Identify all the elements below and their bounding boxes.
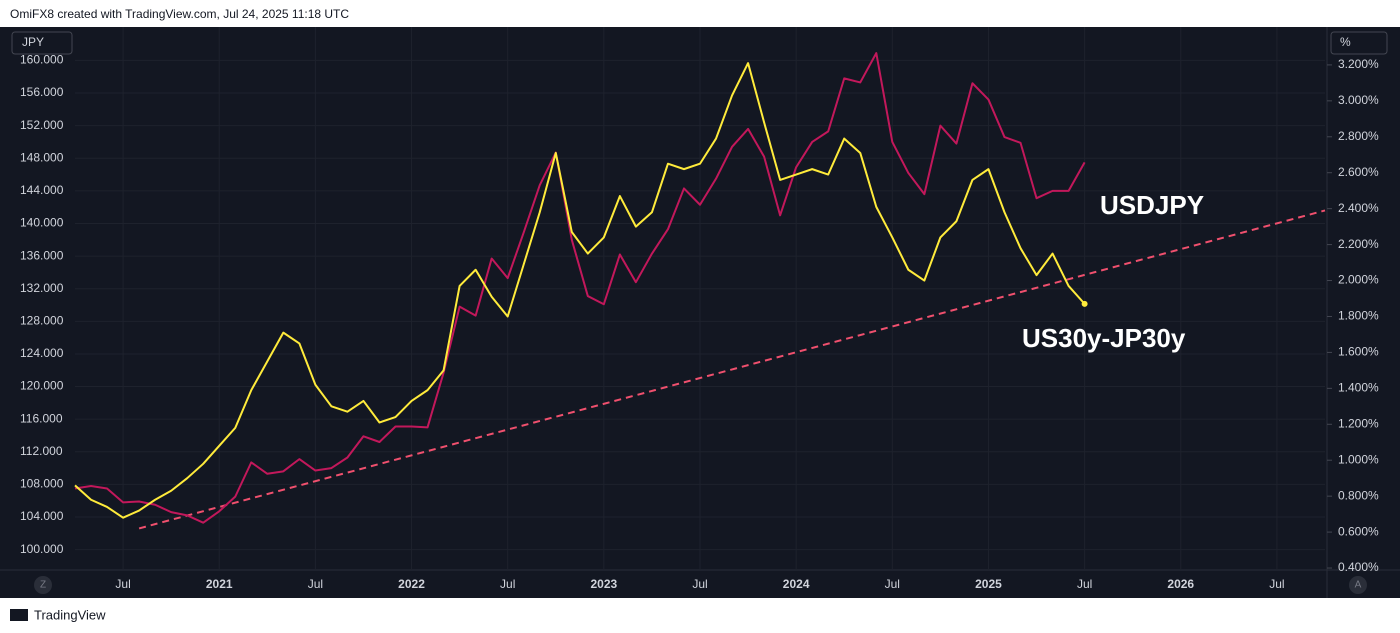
y-tick-label: 100.000 [20, 542, 64, 556]
x-tick-label: Jul [1269, 577, 1284, 591]
logo-icon [10, 609, 28, 621]
x-tick-label: Jul [115, 577, 130, 591]
y2-tick-label: 2.600% [1338, 165, 1379, 179]
x-tick-label: 2021 [206, 577, 233, 591]
y2-tick-label: 2.000% [1338, 273, 1379, 287]
plot: Jul 2021 Jul 2022 Jul 2023 Jul 2024 Jul 2025 Jul 20… [20, 27, 1379, 591]
y-tick-label: 116.000 [20, 411, 63, 425]
x-tick-label: Jul [308, 577, 323, 591]
x-tick-label: Jul [500, 577, 515, 591]
x-tick-label: 2026 [1167, 577, 1194, 591]
header: OmiFX8 created with TradingView.com, Jul… [10, 7, 349, 21]
y-tick-label: 144.000 [20, 183, 64, 197]
y2-tick-label: 1.600% [1338, 345, 1379, 359]
y-unit-badge [11, 31, 73, 55]
y2-tick-label: 0.600% [1338, 524, 1379, 538]
x-tick-label: 2025 [975, 577, 1002, 591]
y2-tick-label: 3.200% [1338, 57, 1379, 71]
y2-unit: % [1340, 35, 1351, 49]
end-dot [1081, 300, 1088, 307]
footer-logo: TradingView [34, 607, 106, 622]
y-tick-label: 156.000 [20, 85, 64, 99]
y2-tick-label: 1.200% [1338, 416, 1379, 430]
x-tick-label: Jul [692, 577, 707, 591]
y2-tick-label: 2.200% [1338, 237, 1379, 251]
button-z[interactable]: Z [40, 580, 46, 591]
series-line [74, 62, 1086, 519]
x-tick-label: Jul [885, 577, 900, 591]
y-unit: JPY [22, 35, 44, 49]
y-tick-label: 148.000 [20, 150, 64, 164]
button-bg[interactable] [1349, 576, 1367, 594]
y-tick-label: 112.000 [20, 444, 63, 458]
y-tick-label: 136.000 [20, 248, 64, 262]
x-tick-label: Jul [1077, 577, 1092, 591]
y2-tick-label: 1.000% [1338, 452, 1379, 466]
y-tick-label: 124.000 [20, 346, 64, 360]
y2-tick-label: 1.400% [1338, 381, 1379, 395]
button-bg[interactable] [34, 576, 52, 594]
series-line [74, 52, 1086, 524]
y2-tick-label: 3.000% [1338, 93, 1379, 107]
y-tick-label: 104.000 [20, 509, 64, 523]
y-tick-label: 160.000 [20, 53, 64, 67]
y-tick-label: 152.000 [20, 118, 64, 132]
y2-tick-label: 1.800% [1338, 309, 1379, 323]
x-tick-label: 2023 [590, 577, 617, 591]
y2-tick-label: 2.400% [1338, 201, 1379, 215]
y-tick-label: 128.000 [20, 314, 64, 328]
x-tick-label: 2022 [398, 577, 425, 591]
y-tick-label: 132.000 [20, 281, 64, 295]
y-tick-label: 120.000 [20, 379, 64, 393]
y-tick-label: 140.000 [20, 216, 64, 230]
series-label: USDJPY [1100, 190, 1204, 220]
x-tick-label: 2024 [783, 577, 810, 591]
button-a[interactable]: A [1355, 580, 1362, 591]
trendline [138, 209, 1326, 530]
y2-tick-label: 0.400% [1338, 560, 1379, 574]
series-label: US30y-JP30y [1022, 323, 1186, 353]
y-tick-label: 108.000 [20, 477, 64, 491]
y2-unit-badge [1330, 31, 1388, 55]
y2-tick-label: 2.800% [1338, 129, 1379, 143]
y2-tick-label: 0.800% [1338, 488, 1379, 502]
